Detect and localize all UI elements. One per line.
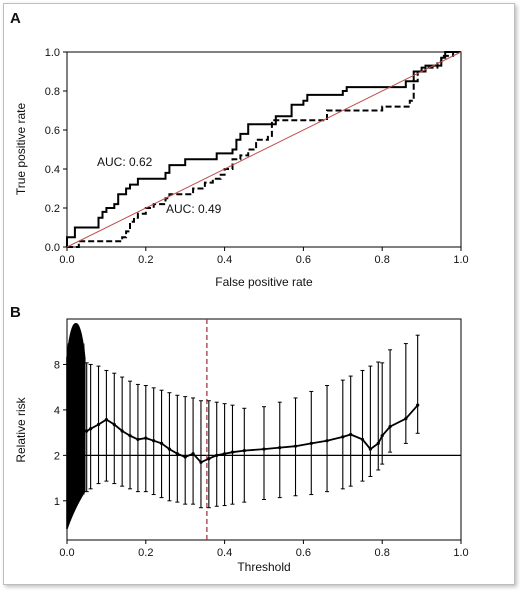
- rr-point: [128, 434, 132, 438]
- rr-point: [278, 446, 282, 450]
- rr-point: [215, 453, 219, 457]
- rr-x-tick-label: 1.0: [453, 547, 468, 559]
- rr-y-axis-label: Relative risk: [14, 396, 28, 462]
- rr-point: [325, 439, 329, 443]
- rr-y-tick-label: 2: [54, 450, 60, 462]
- rr-point: [96, 422, 101, 427]
- rr-point: [380, 434, 384, 438]
- rr-x-tick-label: 0.2: [138, 547, 153, 559]
- rr-point: [136, 437, 140, 442]
- panel-a-label: A: [10, 10, 21, 27]
- rr-point: [167, 447, 172, 451]
- rr-point: [309, 441, 313, 445]
- rr-point: [85, 429, 89, 433]
- figure-frame: [3, 3, 515, 585]
- rr-x-axis-label: Threshold: [237, 560, 290, 574]
- rr-x-tick-label: 0.8: [375, 547, 390, 559]
- auc-annotation-dashed: AUC: 0.49: [166, 202, 222, 216]
- roc-curve-solid: [66, 51, 461, 247]
- roc-x-tick-label: 1.0: [453, 254, 468, 266]
- rr-y-tick-label: 8: [54, 359, 60, 371]
- roc-x-tick-label: 0.8: [375, 254, 390, 266]
- rr-y-tick-label: 1: [54, 496, 60, 508]
- rr-y-tick-label: 4: [54, 405, 60, 417]
- rr-low-threshold-dense-bars: [66, 323, 86, 530]
- rr-point: [388, 425, 392, 429]
- rr-point: [242, 449, 246, 453]
- roc-x-tick-label: 0.4: [217, 254, 232, 266]
- roc-y-tick-label: 0.6: [45, 125, 60, 137]
- rr-point: [262, 447, 266, 451]
- roc-x-axis-label: False positive rate: [215, 275, 313, 289]
- roc-y-tick-label: 0.8: [45, 86, 60, 98]
- roc-plot-area: [66, 51, 462, 248]
- rr-point: [144, 436, 148, 440]
- rr-point: [368, 447, 372, 451]
- roc-x-tick-label: 0.2: [138, 254, 153, 266]
- roc-y-tick-label: 1.0: [45, 47, 60, 59]
- rr-point: [376, 441, 380, 445]
- rr-point: [416, 403, 420, 407]
- rr-point: [349, 432, 353, 437]
- rr-point: [89, 427, 93, 431]
- roc-curve-dashed: [67, 51, 461, 248]
- rr-point: [152, 439, 156, 443]
- roc-y-axis-label: True positive rate: [14, 103, 28, 196]
- rr-point: [293, 444, 298, 448]
- rr-point: [404, 417, 408, 421]
- rr-point: [112, 422, 116, 427]
- rr-estimate-line: [86, 404, 419, 464]
- rr-point: [183, 455, 187, 459]
- roc-y-tick-label: 0.4: [45, 164, 60, 176]
- rr-point: [175, 452, 179, 456]
- rr-point: [341, 435, 345, 439]
- rr-point: [159, 441, 164, 445]
- rr-point: [223, 452, 227, 456]
- rr-x-tick-label: 0.4: [217, 547, 232, 559]
- relative-risk-panel: 0.0 0.2 0.4 0.6 0.8 1.0 1 2 4 8 Threshold Relati…: [14, 318, 469, 574]
- roc-chance-diagonal: [66, 51, 462, 248]
- roc-panel: 0.0 0.2 0.4 0.6 0.8 1.0 0.0 0.2 0.4 0.6 0.8 1.0 AU…: [14, 47, 469, 289]
- rr-point: [120, 429, 124, 433]
- roc-y-tick-label: 0.0: [45, 242, 60, 254]
- rr-point: [104, 417, 108, 422]
- rr-x-tick-label: 0.6: [296, 547, 311, 559]
- auc-annotation-solid: AUC: 0.62: [97, 155, 153, 169]
- roc-x-tick-label: 0.0: [59, 254, 74, 266]
- rr-point: [207, 457, 211, 461]
- rr-point: [199, 460, 203, 464]
- rr-dense-cluster: [67, 343, 85, 495]
- roc-x-tick-label: 0.6: [296, 254, 311, 266]
- rr-point: [230, 450, 235, 454]
- panel-b-label: B: [10, 304, 21, 321]
- roc-y-tick-label: 0.2: [45, 203, 60, 215]
- rr-x-tick-label: 0.0: [59, 547, 74, 559]
- rr-point: [360, 437, 365, 442]
- rr-point: [191, 452, 195, 456]
